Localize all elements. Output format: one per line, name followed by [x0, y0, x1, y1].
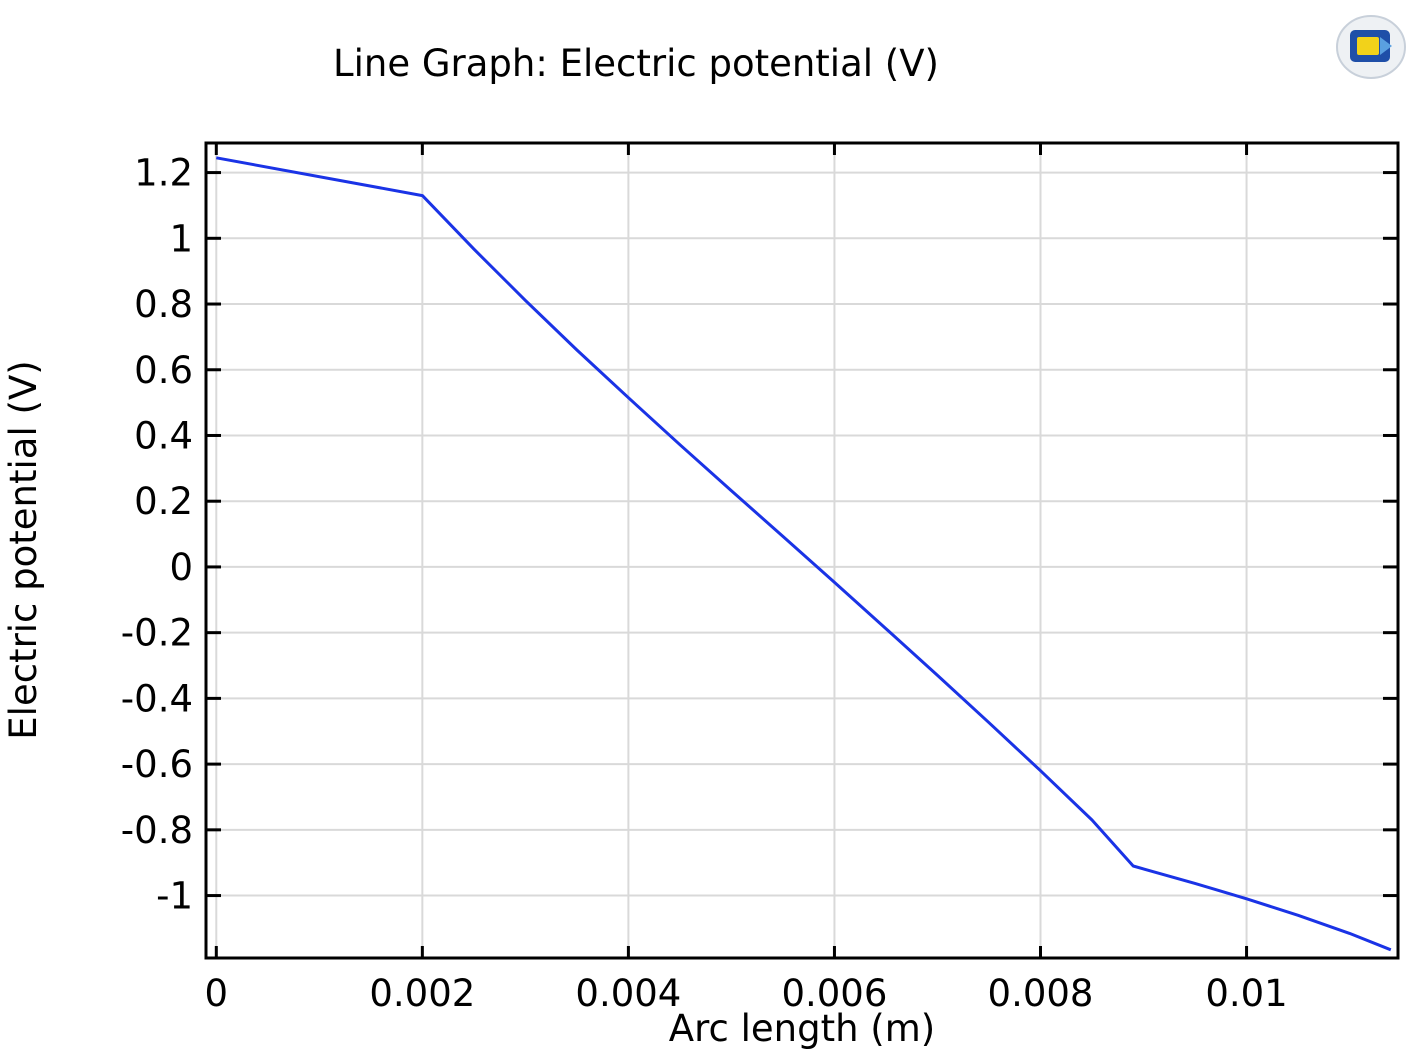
series-line	[216, 156, 1392, 952]
y-tick-labels: 1.2 1 0.8 0.6 0.4 0.2 0 -0.2 -0.4 -0.6 -0.8 -1	[121, 152, 193, 918]
y-tick-label: 1	[169, 217, 193, 260]
y-tick-label: -0.4	[121, 677, 193, 720]
x-tick-label: 0.002	[369, 972, 475, 1015]
series-layer	[216, 156, 1392, 952]
x-tick-label: 0.004	[575, 972, 681, 1015]
y-tick-label: 0.8	[134, 283, 193, 326]
plot-frame	[204, 141, 1400, 960]
y-tick-label: 1.2	[134, 152, 193, 195]
y-tick-label: -0.6	[121, 743, 193, 786]
y-tick-label: -0.2	[121, 612, 193, 655]
x-tick-label: 0	[205, 972, 229, 1015]
y-tick-label: 0.4	[134, 414, 193, 457]
axis-ticks	[206, 143, 1398, 958]
y-tick-label: 0	[169, 546, 193, 589]
y-tick-label: -0.8	[121, 809, 193, 852]
comsol-logo-icon	[1336, 15, 1406, 79]
chart-title: Line Graph: Electric potential (V)	[333, 42, 939, 85]
y-tick-label: 0.2	[134, 480, 193, 523]
x-tick-labels: 0 0.002 0.004 0.006 0.008 0.01	[205, 972, 1288, 1015]
x-tick-label: 0.01	[1205, 972, 1287, 1015]
x-tick-label: 0.008	[988, 972, 1094, 1015]
y-tick-label: 0.6	[134, 349, 193, 392]
x-axis-title: Arc length (m)	[669, 1007, 935, 1050]
x-tick-label: 0.006	[781, 972, 887, 1015]
plot-grid	[206, 143, 1398, 958]
y-axis-title: Electric potential (V)	[2, 360, 45, 739]
y-tick-label: -1	[156, 875, 193, 918]
